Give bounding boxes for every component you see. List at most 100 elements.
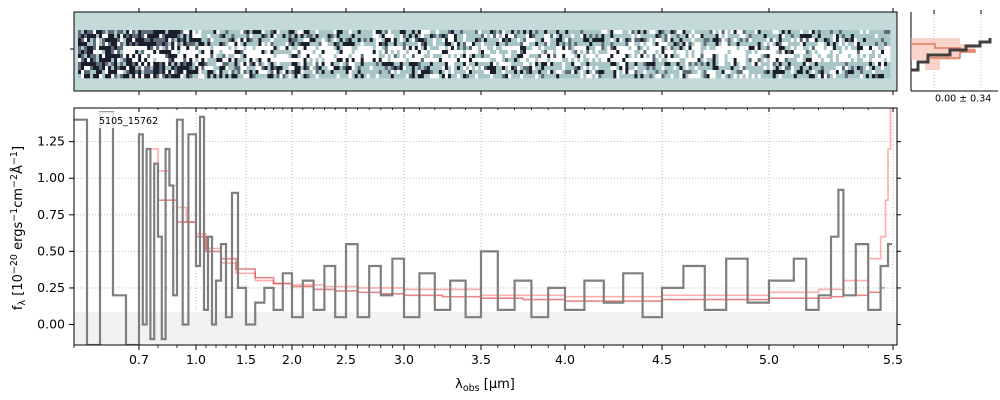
twod-pixel [84, 50, 88, 55]
twod-pixel [814, 34, 819, 39]
twod-pixel [559, 66, 563, 71]
twod-pixel [165, 50, 169, 55]
twod-pixel [730, 58, 734, 63]
twod-pixel [306, 66, 310, 71]
twod-pixel [216, 34, 220, 39]
twod-pixel [252, 42, 256, 47]
twod-pixel [673, 46, 677, 51]
twod-pixel [532, 58, 536, 63]
twod-pixel [210, 70, 214, 75]
twod-pixel [96, 50, 100, 55]
twod-pixel [658, 58, 662, 63]
twod-pixel [432, 34, 437, 39]
twod-pixel [195, 42, 199, 47]
twod-pixel [685, 42, 689, 47]
twod-pixel [294, 54, 298, 59]
twod-pixel [156, 62, 160, 67]
twod-pixel [799, 54, 804, 59]
twod-pixel [856, 50, 861, 55]
twod-pixel [694, 58, 698, 63]
twod-pixel [757, 58, 761, 63]
twod-pixel [192, 66, 196, 71]
twod-pixel [333, 34, 337, 39]
twod-pixel [835, 46, 840, 51]
twod-pixel [102, 74, 106, 79]
twod-pixel [643, 42, 647, 47]
twod-pixel [171, 50, 175, 55]
twod-pixel [484, 34, 488, 39]
twod-pixel [381, 34, 386, 39]
twod-pixel [291, 42, 295, 47]
twod-pixel [739, 54, 743, 59]
twod-pixel [784, 70, 789, 75]
twod-pixel [490, 66, 494, 71]
twod-pixel [351, 62, 355, 67]
twod-pixel [823, 70, 828, 75]
twod-pixel [742, 38, 746, 43]
twod-pixel [625, 30, 629, 35]
twod-pixel [237, 34, 241, 39]
twod-pixel [739, 70, 743, 75]
twod-pixel [264, 38, 268, 43]
twod-pixel [487, 54, 491, 59]
twod-pixel [312, 38, 316, 43]
twod-pixel [691, 46, 695, 51]
twod-pixel [360, 66, 365, 71]
twod-pixel [381, 58, 386, 63]
twod-pixel [598, 62, 602, 67]
twod-pixel [117, 70, 121, 75]
twod-pixel [664, 54, 668, 59]
twod-pixel [96, 70, 100, 75]
twod-pixel [601, 54, 605, 59]
twod-pixel [198, 70, 202, 75]
twod-pixel [246, 30, 250, 35]
twod-pixel [162, 46, 166, 51]
twod-pixel [832, 66, 837, 71]
twod-pixel [727, 46, 731, 51]
twod-pixel [709, 38, 713, 43]
twod-pixel [450, 34, 455, 39]
twod-pixel [604, 46, 608, 51]
twod-pixel [829, 70, 834, 75]
twod-pixel [748, 30, 752, 35]
twod-pixel [628, 46, 632, 51]
twod-pixel [874, 66, 879, 71]
twod-pixel [616, 38, 620, 43]
twod-pixel [282, 70, 286, 75]
twod-pixel [808, 66, 813, 71]
twod-pixel [838, 46, 843, 51]
twod-pixel [390, 30, 395, 35]
twod-pixel [243, 74, 247, 79]
twod-pixel [462, 38, 467, 43]
twod-pixel [499, 70, 503, 75]
twod-pixel [853, 62, 858, 67]
twod-pixel [189, 54, 193, 59]
twod-pixel [459, 42, 464, 47]
twod-pixel [718, 34, 722, 39]
twod-pixel [174, 54, 178, 59]
twod-pixel [120, 74, 124, 79]
twod-pixel [748, 46, 752, 51]
twod-pixel [706, 58, 710, 63]
twod-pixel [354, 42, 358, 47]
twod-pixel [126, 34, 130, 39]
twod-pixel [447, 62, 452, 67]
twod-pixel [628, 70, 632, 75]
twod-pixel [291, 58, 295, 63]
twod-pixel [78, 34, 82, 39]
twod-pixel [706, 46, 710, 51]
twod-pixel [252, 66, 256, 71]
twod-pixel [610, 54, 614, 59]
twod-pixel [243, 50, 247, 55]
twod-pixel [517, 66, 521, 71]
twod-pixel [390, 38, 395, 43]
twod-pixel [81, 70, 85, 75]
twod-pixel [718, 38, 722, 43]
twod-pixel [796, 74, 801, 79]
twod-pixel [631, 58, 635, 63]
twod-pixel [820, 38, 825, 43]
twod-pixel [315, 74, 319, 79]
twod-pixel [586, 50, 590, 55]
twod-pixel [201, 50, 205, 55]
twod-pixel [381, 62, 386, 67]
